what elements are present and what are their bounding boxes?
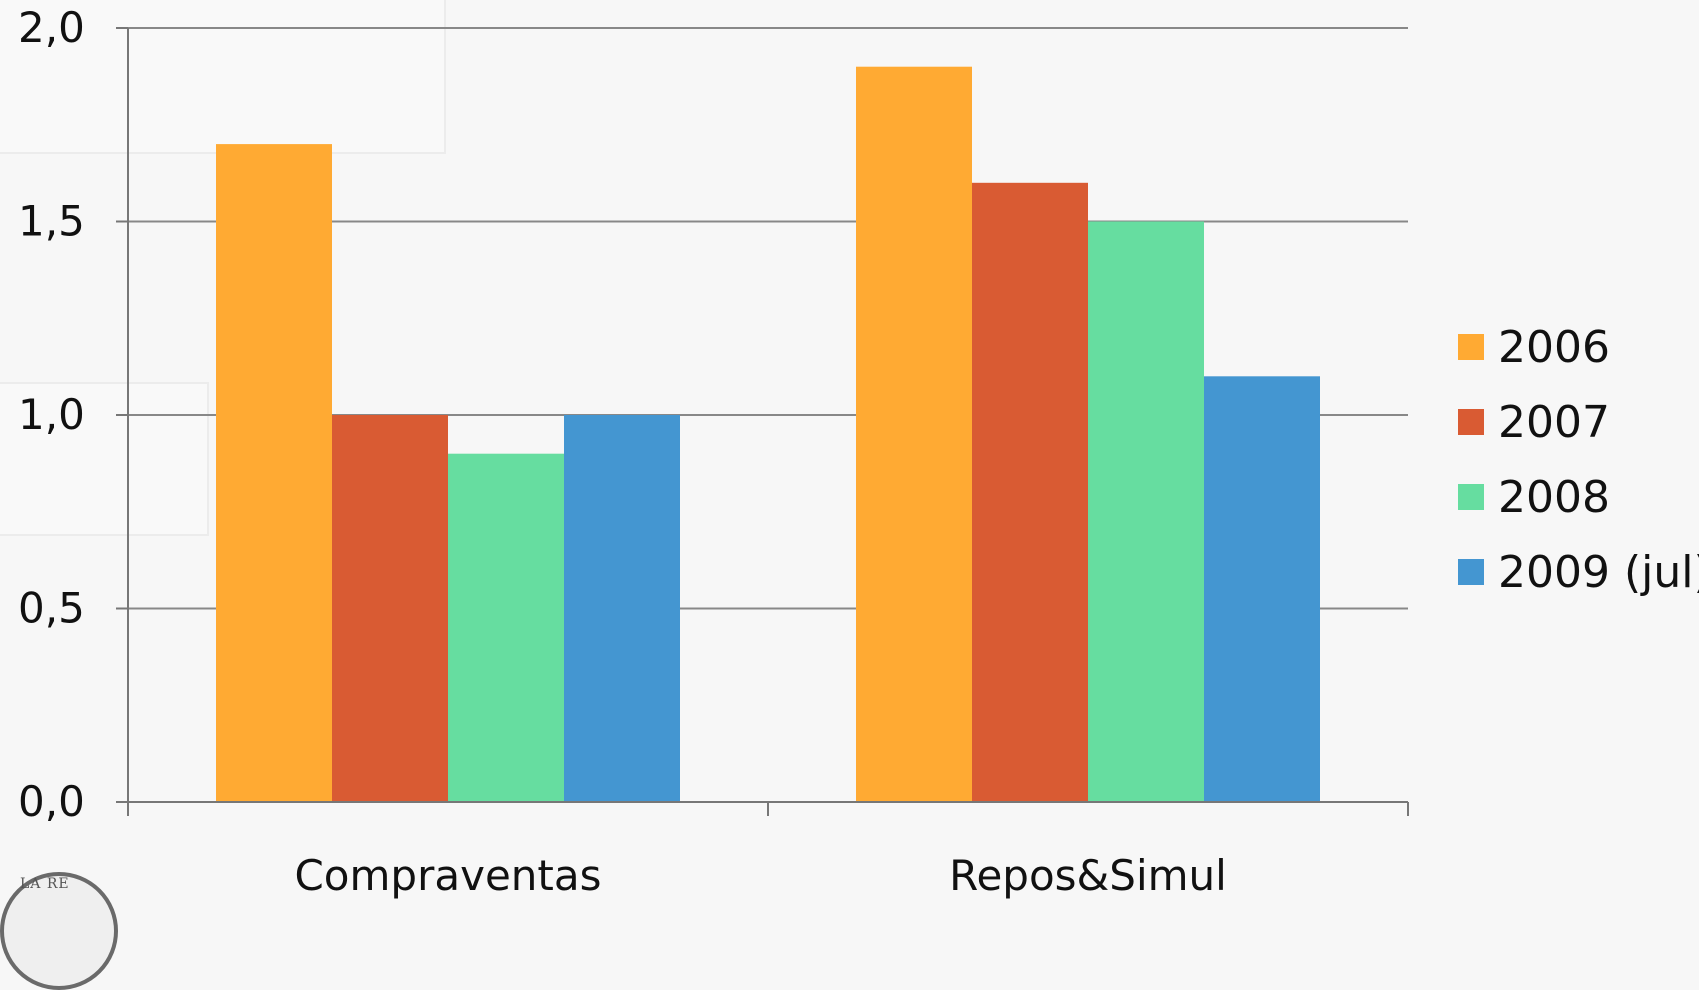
y-tick-label: 1,5 [18, 197, 85, 246]
bar-2008-1 [1088, 221, 1204, 802]
category-labels: Compraventas Repos&Simul [294, 851, 1226, 900]
legend-label: 2009 (jul) [1498, 547, 1699, 598]
legend-swatch [1458, 409, 1484, 435]
y-tick-label: 1,0 [18, 390, 85, 439]
background-panel-top [0, 0, 446, 154]
bar-2006-1 [856, 66, 972, 802]
y-tick-labels: 0,0 0,5 1,0 1,5 2,0 [18, 3, 85, 826]
bar-2006-0 [216, 144, 332, 803]
bars [216, 66, 1320, 803]
legend-swatch [1458, 334, 1484, 360]
legend-label: 2007 [1498, 397, 1610, 448]
y-tick-label: 0,5 [18, 584, 85, 633]
y-tick-label: 0,0 [18, 777, 85, 826]
category-label: Compraventas [294, 851, 601, 900]
legend-label: 2008 [1498, 472, 1610, 523]
bar-chart: 0,00,51,01,52,0 Compraventas Repos&Simul … [18, 3, 1699, 900]
bar-2009jul-0 [564, 415, 680, 802]
bar-2008-0 [448, 453, 564, 802]
bar-2007-0 [332, 415, 448, 802]
legend: 2006 2007 2008 2009 (jul) [1458, 322, 1699, 598]
legend-label: 2006 [1498, 322, 1610, 373]
bar-2007-1 [972, 182, 1088, 803]
y-tick-label: 2,0 [18, 3, 85, 52]
seal-text: LA RE [20, 876, 70, 892]
category-label: Repos&Simul [949, 851, 1227, 900]
bar-2009jul-1 [1204, 376, 1320, 802]
legend-swatch [1458, 484, 1484, 510]
axes [116, 27, 1409, 816]
legend-swatch [1458, 559, 1484, 585]
background-panel-middle [0, 382, 209, 536]
